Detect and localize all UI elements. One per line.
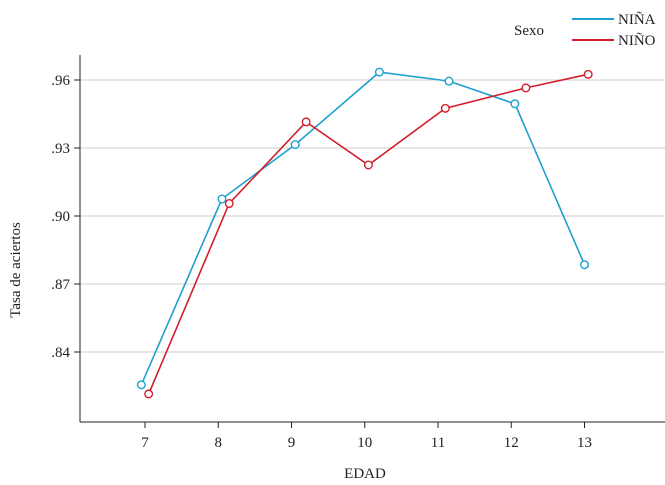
x-tick-label: 9 — [288, 435, 296, 451]
legend: Sexo NIÑA NIÑO — [514, 12, 656, 49]
x-tick-label: 12 — [504, 435, 519, 451]
y-axis-title: Tasa de aciertos — [8, 222, 24, 318]
grid-layer — [80, 79, 665, 353]
series-layer — [136, 67, 593, 399]
data-point-nino — [224, 199, 234, 209]
y-tick-label: .93 — [51, 141, 70, 157]
data-point-nina — [217, 194, 227, 204]
data-point-nino — [301, 117, 311, 127]
data-point-nina — [444, 76, 454, 86]
y-tick-label: .87 — [51, 277, 70, 293]
x-axis-title: EDAD — [344, 466, 386, 482]
x-ticks: 7 8 9 10 11 12 13 — [141, 422, 592, 451]
y-tick-label: .84 — [51, 345, 70, 361]
data-point-nino — [440, 103, 450, 113]
data-point-nino — [583, 69, 593, 79]
axes-layer — [79, 55, 665, 423]
data-point-nina — [580, 260, 590, 270]
data-point-nina — [290, 140, 300, 150]
legend-label-nina: NIÑA — [618, 12, 656, 28]
data-point-nina — [510, 99, 520, 109]
y-tick-label: .96 — [51, 73, 70, 89]
y-ticks: .84 .87 .90 .93 .96 — [51, 73, 80, 361]
x-tick-label: 11 — [431, 435, 445, 451]
legend-title: Sexo — [514, 23, 544, 39]
x-tick-label: 13 — [577, 435, 592, 451]
series-line-nina — [140, 71, 586, 386]
data-point-nino — [363, 160, 373, 170]
data-point-nina — [136, 380, 146, 390]
y-tick-label: .90 — [51, 209, 70, 225]
data-point-nino — [521, 83, 531, 93]
data-point-nino — [144, 389, 154, 399]
legend-label-nino: NIÑO — [618, 33, 656, 49]
x-tick-label: 7 — [141, 435, 149, 451]
x-tick-label: 8 — [215, 435, 223, 451]
x-tick-label: 10 — [357, 435, 372, 451]
data-point-nina — [374, 67, 384, 77]
